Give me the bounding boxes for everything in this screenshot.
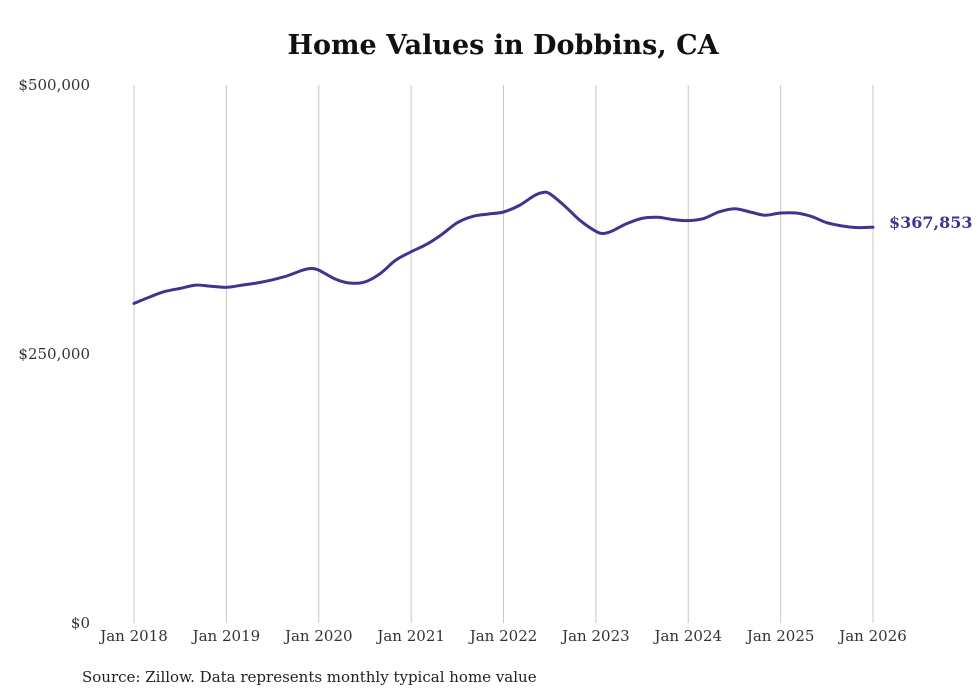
end-label-layer: $367,853: [889, 213, 973, 232]
x-tick-label: Jan 2019: [191, 627, 261, 645]
x-tick-label: Jan 2026: [837, 627, 907, 645]
x-tick-label: Jan 2025: [745, 627, 815, 645]
x-tick-label: Jan 2020: [283, 627, 353, 645]
x-tick-label: Jan 2022: [468, 627, 538, 645]
x-tick-label: Jan 2023: [560, 627, 630, 645]
x-tick-label: Jan 2018: [98, 627, 168, 645]
chart-title: Home Values in Dobbins, CA: [287, 30, 719, 61]
series-line-0: [132, 190, 875, 305]
y-tick-label: $0: [71, 614, 90, 632]
y-axis-ticks: $0 $250,000 $500,000: [18, 76, 90, 632]
source-note: Source: Zillow. Data represents monthly …: [82, 668, 537, 686]
series-layer: [132, 190, 875, 305]
x-tick-label: Jan 2021: [375, 627, 445, 645]
y-tick-label: $500,000: [18, 76, 90, 94]
y-tick-label: $250,000: [18, 345, 90, 363]
gridlines: [133, 85, 874, 623]
x-axis-ticks: Jan 2018 Jan 2019 Jan 2020 Jan 2021 Jan 2022…: [98, 627, 907, 645]
end-value-label: $367,853: [889, 213, 973, 232]
x-tick-label: Jan 2024: [652, 627, 722, 645]
